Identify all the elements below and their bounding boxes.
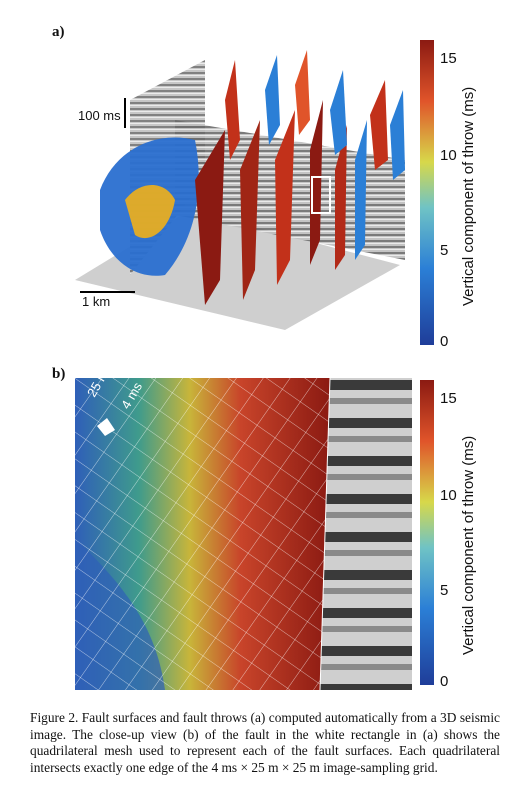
panel-a-label: a) [52,24,65,40]
colorbar-b-title: Vertical component of throw (ms) [460,435,477,655]
colorbar-a-title: Vertical component of throw (ms) [460,86,477,306]
colorbar-b [420,380,434,685]
colorbar-a [420,40,434,345]
colorbar-b-tick-15: 15 [440,390,457,407]
colorbar-b-tick-0: 0 [440,673,449,690]
panel-a-seismic-image [75,50,405,330]
colorbar-a-tick-5: 5 [440,242,449,259]
colorbar-a-tick-15: 15 [440,50,457,67]
colorbar-b-tick-5: 5 [440,582,449,599]
colorbar-a-tick-0: 0 [440,333,449,350]
panel-b-fault-mesh-image [75,378,412,690]
colorbar-a-tick-10: 10 [440,147,457,164]
figure-caption: Figure 2. Fault surfaces and fault throw… [30,710,500,775]
scale-bar-1km-label: 1 km [82,294,111,309]
colorbar-b-tick-10: 10 [440,487,457,504]
panel-b-label: b) [52,366,66,382]
scale-bar-100ms-label: 100 ms [78,108,121,123]
